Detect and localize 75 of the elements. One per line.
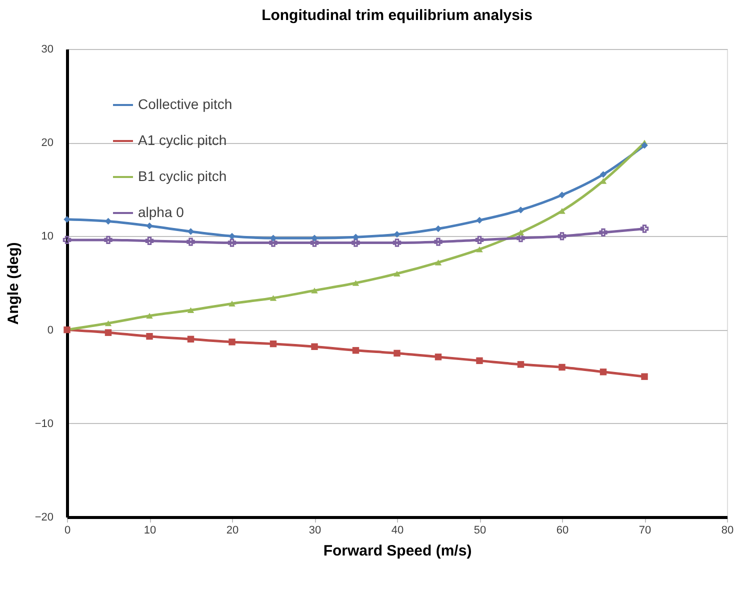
y-axis-title: Angle (deg) (4, 242, 22, 325)
legend-label: Collective pitch (138, 96, 232, 112)
point (187, 228, 194, 235)
y-tick-label: −10 (34, 418, 54, 430)
point (434, 354, 442, 360)
point (517, 361, 524, 368)
point (352, 238, 360, 247)
point (517, 206, 524, 214)
point (104, 320, 112, 326)
point (600, 171, 607, 178)
point (640, 224, 649, 233)
x-tick-label: 70 (638, 524, 652, 536)
point (352, 280, 360, 286)
legend-label: alpha 0 (138, 204, 184, 220)
x-tick-label: 50 (474, 524, 486, 536)
point (476, 246, 483, 252)
point (352, 347, 360, 354)
point (228, 232, 236, 240)
point (64, 216, 70, 223)
point (104, 329, 112, 336)
point (187, 336, 194, 343)
chart-title: Longitudinal trim equilibrium analysis (262, 7, 532, 24)
point (104, 236, 112, 244)
point (517, 230, 524, 236)
point (392, 238, 402, 247)
x-tick-label: 20 (226, 524, 239, 536)
x-tick-label: 40 (391, 524, 404, 536)
y-tick-label: 30 (41, 44, 54, 56)
point (641, 142, 648, 149)
legend-label: B1 cyclic pitch (138, 168, 227, 184)
point (146, 312, 153, 319)
point (476, 357, 483, 364)
point (146, 333, 153, 340)
y-tick-label: 0 (47, 324, 54, 336)
point (394, 230, 400, 238)
y-tick-label: 20 (41, 137, 54, 150)
point (145, 236, 154, 245)
point (394, 350, 400, 357)
x-tick-label: 80 (721, 524, 734, 536)
point (394, 270, 400, 277)
y-tick-label: −20 (34, 512, 54, 524)
point (104, 218, 112, 225)
point (600, 368, 607, 376)
point (186, 238, 195, 246)
point (62, 236, 72, 244)
point (558, 232, 566, 240)
point (476, 216, 483, 224)
point (187, 307, 194, 314)
x-axis-title: Forward Speed (m/s) (323, 542, 472, 560)
legend-label: A1 cyclic pitch (138, 132, 227, 148)
point (310, 238, 319, 247)
point (270, 295, 277, 301)
x-tick-label: 0 (64, 524, 71, 536)
point (270, 340, 277, 348)
x-tick-label: 60 (556, 524, 569, 536)
point (311, 234, 318, 242)
point (269, 238, 278, 247)
point (228, 238, 236, 247)
point (434, 260, 442, 266)
point (228, 300, 236, 306)
x-tick-label: 30 (308, 524, 322, 536)
point (558, 208, 566, 214)
point (228, 338, 236, 346)
point (311, 343, 318, 350)
point (558, 364, 566, 371)
point (558, 192, 566, 198)
point (311, 288, 318, 294)
point (475, 236, 484, 244)
point (146, 222, 153, 230)
point (434, 238, 442, 246)
y-tick-label: 10 (41, 230, 54, 243)
point (641, 373, 648, 380)
x-tick-label: 10 (144, 524, 156, 536)
point (434, 225, 442, 232)
point (599, 228, 608, 237)
